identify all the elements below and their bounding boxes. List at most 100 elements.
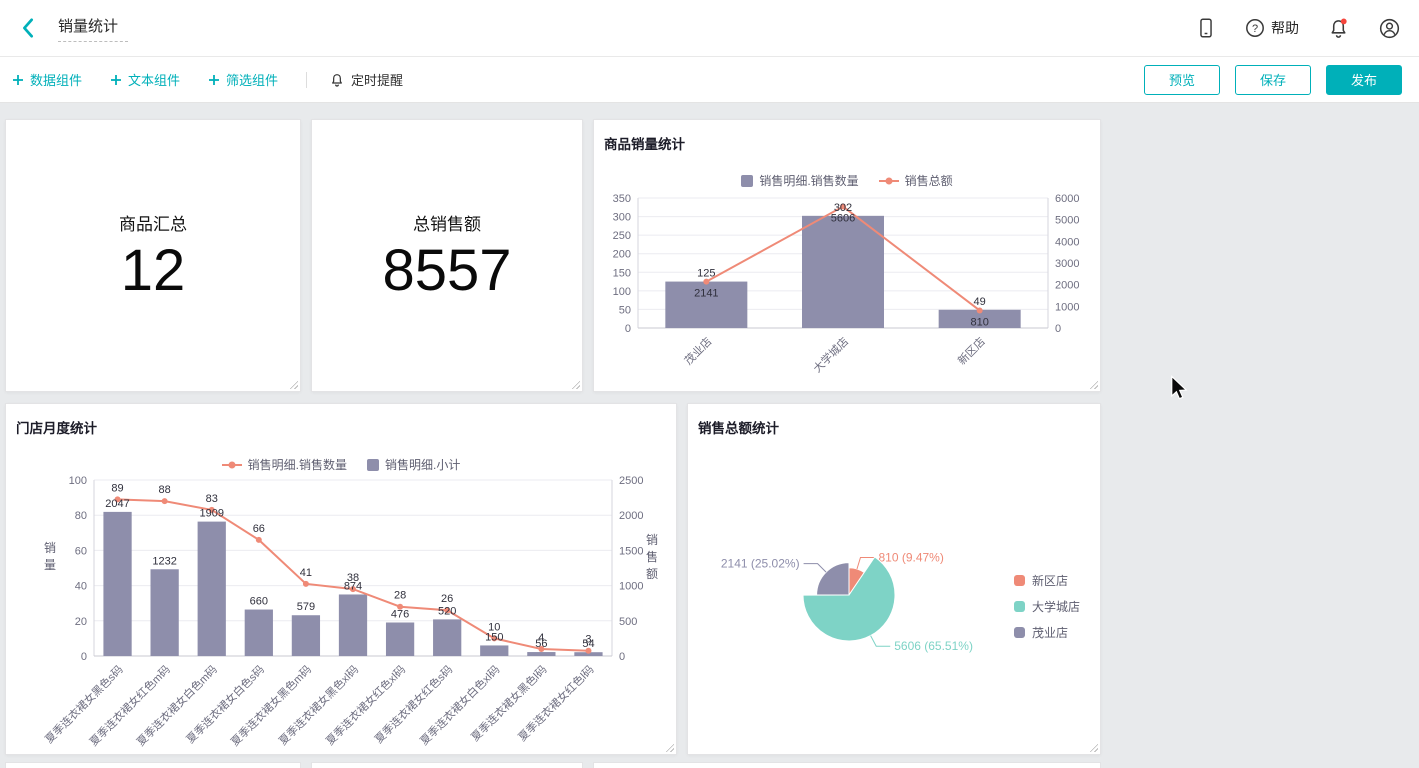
svg-text:88: 88	[159, 484, 171, 496]
svg-text:476: 476	[391, 608, 409, 620]
svg-text:夏季连衣裙女黑色s码: 夏季连衣裙女黑色s码	[42, 662, 126, 746]
svg-text:3000: 3000	[1055, 258, 1079, 270]
svg-text:夏季连衣裙女红色s码: 夏季连衣裙女红色s码	[372, 662, 456, 746]
svg-text:2000: 2000	[619, 510, 643, 522]
svg-text:0: 0	[625, 323, 631, 335]
resize-handle[interactable]	[1088, 742, 1098, 752]
svg-text:3: 3	[585, 634, 591, 646]
notification-dot	[1340, 18, 1347, 24]
plus-icon	[13, 74, 23, 85]
add-data-widget-button[interactable]: 数据组件	[12, 70, 82, 89]
pie-legend-item[interactable]: 新区店	[1014, 572, 1080, 589]
save-button[interactable]: 保存	[1234, 64, 1311, 95]
svg-text:4000: 4000	[1055, 236, 1079, 248]
svg-text:新区店: 新区店	[955, 334, 988, 367]
back-button[interactable]	[18, 14, 38, 42]
line-series-marker	[878, 177, 899, 184]
y-axis-name-left: 销 量	[43, 541, 56, 572]
svg-text:夏季连衣裙女黑色m码: 夏季连衣裙女黑色m码	[228, 662, 314, 748]
svg-text:夏季连衣裙女黑色l码: 夏季连衣裙女黑色l码	[468, 662, 550, 744]
svg-text:1232: 1232	[152, 555, 176, 567]
chart-legend: 销售明细.销售数量 销售明细.小计	[6, 456, 676, 473]
svg-text:5606 (65.51%): 5606 (65.51%)	[894, 639, 973, 653]
svg-text:夏季连衣裙女红色m码: 夏季连衣裙女红色m码	[86, 662, 172, 748]
svg-text:250: 250	[613, 230, 631, 242]
svg-text:350: 350	[613, 193, 631, 205]
svg-text:夏季连衣裙女白色m码: 夏季连衣裙女白色m码	[133, 662, 219, 748]
svg-text:2000: 2000	[1055, 280, 1079, 292]
svg-text:2047: 2047	[105, 498, 129, 510]
card-sales-total-pie[interactable]: 销售总额统计 810 (9.47%) 5606 (65.51%) 2141 (25.…	[687, 403, 1101, 755]
card-product-sales-chart[interactable]: 商品销量统计 销售明细.销售数量 销售总额 0 50 100 150 200 250 300…	[593, 119, 1101, 392]
title-edit-underline	[58, 40, 128, 42]
svg-text:50: 50	[619, 304, 631, 316]
preview-button[interactable]: 预览	[1143, 64, 1220, 95]
svg-text:0: 0	[619, 651, 625, 663]
plus-icon	[111, 74, 122, 85]
resize-handle[interactable]	[570, 379, 580, 389]
account-button[interactable]	[1378, 17, 1401, 40]
svg-text:26: 26	[441, 593, 453, 605]
legend-item-line-series[interactable]: 销售总额	[878, 172, 953, 189]
svg-text:20: 20	[75, 616, 87, 628]
svg-text:夏季连衣裙女红色l码: 夏季连衣裙女红色l码	[515, 662, 597, 744]
svg-text:0: 0	[1055, 323, 1061, 335]
svg-text:1500: 1500	[619, 545, 643, 557]
partial-card[interactable]	[311, 762, 583, 768]
svg-text:2141: 2141	[694, 288, 718, 300]
stat-card-product-summary[interactable]: 商品汇总 12	[5, 119, 301, 392]
tablet-icon	[1200, 18, 1212, 38]
svg-text:300: 300	[613, 212, 631, 224]
svg-text:38: 38	[347, 572, 359, 584]
card-store-monthly-chart[interactable]: 门店月度统计 销售明细.销售数量 销售明细.小计 销 量 销 售 额 0 20 40…	[5, 403, 677, 755]
svg-text:2141 (25.02%): 2141 (25.02%)	[721, 557, 800, 571]
svg-text:2500: 2500	[619, 475, 643, 487]
resize-handle[interactable]	[288, 379, 298, 389]
chart-title: 商品销量统计	[604, 137, 685, 152]
add-filter-widget-button[interactable]: 筛选组件	[208, 70, 278, 89]
pie-legend-item[interactable]: 大学城店	[1014, 598, 1080, 615]
svg-text:夏季连衣裙女红色xl码: 夏季连衣裙女红色xl码	[323, 662, 409, 748]
svg-text:夏季连衣裙女白色xl码: 夏季连衣裙女白色xl码	[417, 662, 503, 748]
pie-legend-item[interactable]: 茂业店	[1014, 624, 1080, 641]
device-preview-button[interactable]	[1195, 17, 1217, 39]
publish-button[interactable]: 发布	[1325, 64, 1402, 95]
stat-title: 商品汇总	[119, 214, 187, 234]
svg-text:80: 80	[75, 510, 87, 522]
svg-text:41: 41	[300, 567, 312, 579]
svg-text:200: 200	[613, 249, 631, 261]
svg-text:4: 4	[538, 632, 544, 644]
bell-icon	[1331, 18, 1347, 38]
svg-text:810: 810	[970, 316, 988, 328]
help-button[interactable]: ? 帮助	[1245, 18, 1299, 38]
svg-text:500: 500	[619, 616, 637, 628]
svg-text:60: 60	[75, 545, 87, 557]
toolbar-actions: 预览 保存 发布	[1143, 64, 1407, 95]
pie-chart: 810 (9.47%) 5606 (65.51%) 2141 (25.02%)	[721, 551, 973, 654]
resize-handle[interactable]	[1088, 379, 1098, 389]
legend-item-line-series[interactable]: 销售明细.销售数量	[221, 456, 347, 473]
partial-card[interactable]	[593, 762, 1101, 768]
svg-text:100: 100	[613, 286, 631, 298]
notifications-button[interactable]	[1327, 17, 1350, 40]
bar-line-chart: 0 50 100 150 200 250 300 350 0 1000 2000 3000 4000 50…	[613, 193, 1080, 375]
bar-line-chart: 0204060801000500100015002000250020471232…	[42, 475, 644, 749]
svg-text:302: 302	[834, 202, 852, 214]
svg-text:66: 66	[253, 523, 265, 535]
svg-text:?: ?	[1252, 23, 1258, 35]
edit-toolbar: 数据组件 文本组件 筛选组件 定时提醒 预览 保存 发布	[0, 57, 1419, 103]
bar-series-marker	[741, 174, 754, 187]
chart-title: 门店月度统计	[16, 421, 97, 436]
add-text-widget-button[interactable]: 文本组件	[110, 70, 180, 89]
legend-item-bar-series[interactable]: 销售明细.小计	[367, 456, 460, 473]
svg-text:100: 100	[69, 475, 87, 487]
timed-reminder-button[interactable]: 定时提醒	[329, 70, 403, 89]
stat-card-total-sales[interactable]: 总销售额 8557	[311, 119, 583, 392]
legend-item-bar-series[interactable]: 销售明细.销售数量	[741, 172, 859, 189]
stat-value: 12	[120, 237, 186, 303]
svg-text:1000: 1000	[619, 581, 643, 593]
resize-handle[interactable]	[664, 742, 674, 752]
partial-card[interactable]	[5, 762, 301, 768]
question-circle-icon: ?	[1246, 19, 1264, 37]
dashboard-title-wrap[interactable]: 销量统计	[58, 15, 128, 42]
